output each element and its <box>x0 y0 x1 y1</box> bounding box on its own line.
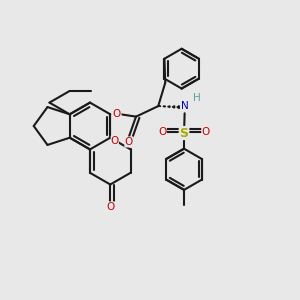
Text: O: O <box>106 202 114 212</box>
Text: O: O <box>202 127 210 136</box>
Text: S: S <box>179 127 188 140</box>
Polygon shape <box>172 106 175 108</box>
Text: H: H <box>194 93 201 103</box>
Polygon shape <box>177 106 179 109</box>
Text: O: O <box>125 137 133 147</box>
Text: O: O <box>113 109 121 119</box>
Text: O: O <box>158 127 166 136</box>
Text: N: N <box>182 101 189 111</box>
Polygon shape <box>168 106 170 107</box>
Text: O: O <box>111 136 119 146</box>
Polygon shape <box>163 106 165 107</box>
